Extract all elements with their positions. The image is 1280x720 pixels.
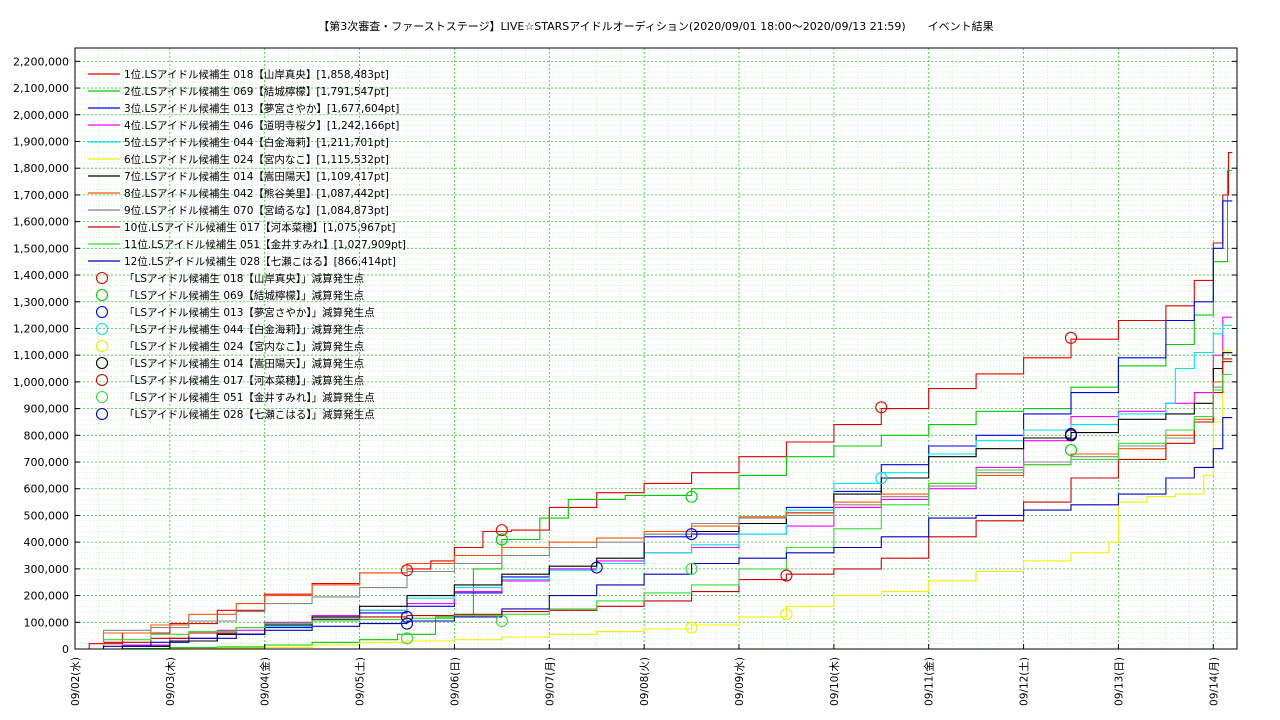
legend-label: 4位.LSアイドル候補生 046【道明寺桜夕】[1,242,166pt]: [124, 119, 399, 132]
series-line: [75, 152, 1233, 650]
axes: 0 100,000 200,000 300,000 400,000 500,000 600,…: [13, 47, 1238, 706]
reduction-marker: [400, 610, 414, 623]
legend-label: 「LSアイドル候補生 018【山岸真央】」減算発生点: [124, 272, 364, 285]
y-tick-label: 2,200,000: [13, 55, 69, 68]
legend: 1位.LSアイドル候補生 018【山岸真央】[1,858,483pt] 2位.LS…: [88, 68, 406, 421]
legend-label: 3位.LSアイドル候補生 013【夢宮さやか】[1,677,604pt]: [124, 102, 399, 115]
y-tick-label: 1,400,000: [13, 269, 69, 282]
reduction-marker: [400, 617, 414, 630]
y-tick-label: 400,000: [24, 536, 70, 549]
reduction-marker: [400, 632, 414, 645]
y-tick-label: 1,000,000: [13, 376, 69, 389]
legend-marker: [95, 373, 109, 387]
y-tick-label: 1,100,000: [13, 349, 69, 362]
reduction-marker: [495, 533, 508, 546]
reduction-marker: [590, 561, 603, 574]
reduction-marker: [875, 401, 888, 414]
legend-label: 12位.LSアイドル候補生 028【七瀬こはる】[866,414pt]: [124, 255, 396, 268]
x-tick-label: 09/08(火): [639, 657, 651, 706]
legend-label: 「LSアイドル候補生 014【嵩田陽天】」減算発生点: [124, 357, 364, 370]
y-tick-label: 900,000: [24, 403, 70, 416]
reduction-marker: [1064, 331, 1078, 344]
legend-label: 5位.LSアイドル候補生 044【白金海莉】[1,211,701pt]: [124, 136, 389, 149]
y-tick-label: 0: [62, 643, 69, 656]
y-tick-label: 2,000,000: [13, 109, 69, 122]
y-tick-label: 1,900,000: [13, 135, 69, 148]
x-tick-label: 09/02(水): [70, 657, 82, 706]
chart-title: 【第3次審査・ファーストステージ】LIVE☆STARSアイドルオーディション(2…: [318, 19, 993, 33]
y-tick-label: 800,000: [24, 429, 70, 442]
x-tick-label: 09/13(日): [1113, 657, 1125, 706]
series-line: [75, 417, 1233, 650]
y-tick-label: 500,000: [24, 509, 70, 522]
series-line: [75, 200, 1233, 650]
legend-marker: [95, 339, 109, 353]
y-tick-label: 100,000: [24, 616, 70, 629]
legend-marker: [95, 322, 109, 336]
reduction-marker: [780, 569, 793, 582]
x-tick-label: 09/05(土): [354, 657, 367, 706]
reduction-marker: [495, 524, 508, 537]
legend-label: 6位.LSアイドル候補生 024【宮内なこ】[1,115,532pt]: [124, 153, 389, 166]
reduction-marker: [1064, 427, 1078, 441]
legend-label: 「LSアイドル候補生 051【金井すみれ】」減算発生点: [124, 391, 375, 404]
reduction-marker: [1064, 443, 1078, 457]
x-tick-label: 09/11(金): [923, 657, 936, 706]
legend-marker: [95, 390, 109, 404]
x-tick-label: 09/06(日): [449, 657, 461, 706]
x-tick-label: 09/07(月): [544, 657, 556, 706]
legend-label: 「LSアイドル候補生 017【河本菜穂】」減算発生点: [124, 374, 364, 387]
y-tick-label: 1,300,000: [13, 296, 69, 309]
reduction-marker: [685, 490, 698, 503]
legend-marker: [95, 407, 109, 421]
x-tick-label: 09/09(水): [734, 657, 746, 706]
plot-frame: [74, 47, 1238, 650]
legend-marker: [95, 305, 109, 319]
reduction-marker: [875, 471, 888, 485]
legend-label: 10位.LSアイドル候補生 017【河本菜穂】[1,075,967pt]: [124, 221, 395, 234]
legend-label: 2位.LSアイドル候補生 069【結城檸檬】[1,791,547pt]: [124, 85, 389, 98]
reduction-marker: [400, 564, 414, 577]
y-tick-label: 700,000: [24, 456, 70, 469]
y-tick-label: 600,000: [24, 483, 70, 496]
series-line: [75, 373, 1233, 650]
y-tick-label: 1,500,000: [13, 242, 69, 255]
x-tick-label: 09/04(金): [259, 657, 272, 706]
y-tick-label: 1,700,000: [13, 189, 69, 202]
y-tick-label: 1,200,000: [13, 322, 69, 335]
legend-label: 11位.LSアイドル候補生 051【金井すみれ】[1,027,909pt]: [124, 238, 406, 251]
marker-layer: [400, 331, 1078, 645]
legend-label: 7位.LSアイドル候補生 014【嵩田陽天】[1,109,417pt]: [124, 170, 389, 183]
y-tick-label: 1,600,000: [13, 216, 69, 229]
legend-label: 8位.LSアイドル候補生 042【熊谷美里】[1,087,442pt]: [124, 187, 389, 200]
series-line: [75, 361, 1233, 650]
legend-label: 「LSアイドル候補生 013【夢宮さやか】」減算発生点: [124, 306, 375, 319]
reduction-marker: [685, 621, 698, 634]
reduction-marker: [685, 528, 698, 541]
legend-label: 1位.LSアイドル候補生 018【山岸真央】[1,858,483pt]: [124, 68, 389, 81]
reduction-marker: [495, 614, 508, 628]
x-tick-label: 09/10(木): [829, 657, 841, 706]
legend-label: 「LSアイドル候補生 044【白金海莉】」減算発生点: [124, 323, 364, 336]
x-tick-label: 09/03(木): [165, 657, 177, 706]
y-tick-label: 2,100,000: [13, 82, 69, 95]
reduction-marker: [780, 608, 793, 621]
legend-marker: [95, 288, 109, 302]
legend-marker: [95, 271, 109, 285]
reduction-marker: [685, 562, 698, 575]
legend-label: 「LSアイドル候補生 069【結城檸檬】」減算発生点: [124, 289, 364, 302]
legend-label: 「LSアイドル候補生 028【七瀬こはる】」減算発生点: [124, 408, 375, 421]
series-line: [75, 316, 1233, 650]
legend-label: 9位.LSアイドル候補生 070【宮崎るな】[1,084,873pt]: [124, 204, 389, 217]
legend-marker: [95, 356, 109, 370]
y-tick-label: 1,800,000: [13, 162, 69, 175]
series-line: [75, 350, 1233, 650]
y-tick-label: 200,000: [24, 590, 70, 603]
x-tick-label: 09/12(土): [1018, 657, 1031, 706]
x-tick-label: 09/14(月): [1208, 657, 1220, 706]
series-line: [75, 352, 1233, 650]
y-tick-label: 300,000: [24, 563, 70, 576]
legend-label: 「LSアイドル候補生 024【宮内なこ】」減算発生点: [124, 340, 364, 353]
